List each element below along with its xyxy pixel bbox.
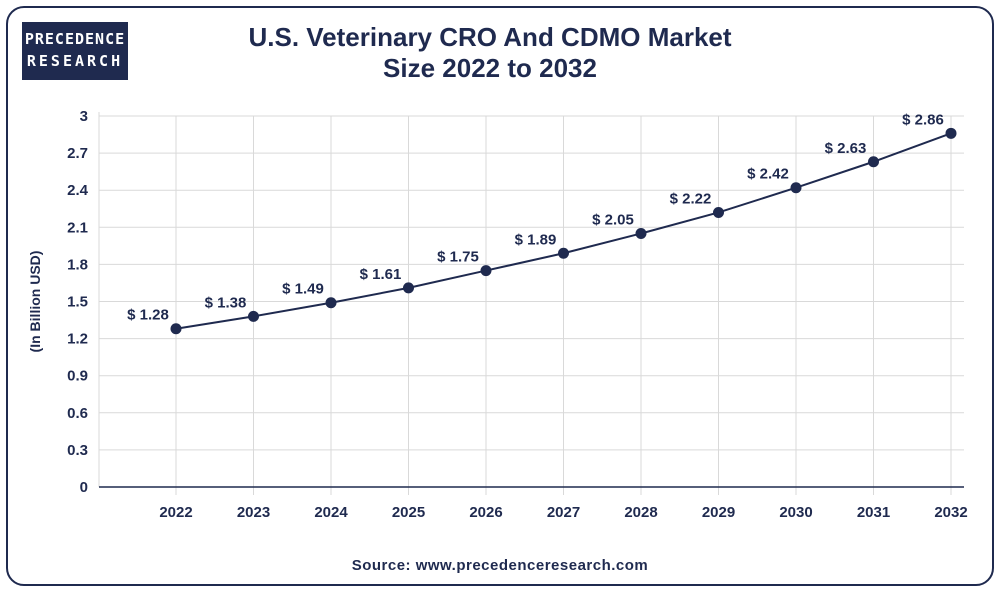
y-tick-label: 0.9 — [67, 368, 88, 385]
axis-layer: 0 0.3 0.6 0.9 1.2 1.5 1.8 2.1 2.4 2.7 3 2022 2023 202… — [27, 108, 968, 521]
x-tick-label: 2032 — [934, 504, 967, 521]
data-point — [248, 310, 259, 322]
source-note: Source: www.precedenceresearch.com — [351, 557, 649, 574]
data-label: $ 1.61 — [360, 266, 402, 283]
data-point — [480, 265, 492, 277]
data-label: $ 2.86 — [902, 111, 944, 128]
data-label: $ 2.42 — [747, 166, 789, 183]
series-layer — [170, 127, 957, 335]
x-tick-label: 2029 — [702, 504, 735, 521]
x-tick-label: 2022 — [159, 504, 192, 521]
chart-frame: PRECEDENCE RESEARCH — [6, 6, 994, 586]
y-axis-title: (In Billion USD) — [27, 251, 43, 353]
data-label: $ 1.38 — [205, 294, 247, 311]
label-layer: $ 1.28 $ 1.38 $ 1.49 $ 1.61 $ 1.75 $ 1.89 $ 2.… — [127, 111, 944, 323]
x-tick-label: 2025 — [392, 504, 425, 521]
chart-title: U.S. Veterinary CRO And CDMO Market Size… — [180, 22, 800, 84]
y-tick-label: 2.4 — [67, 182, 89, 199]
data-label: $ 2.63 — [825, 140, 867, 157]
data-point — [170, 323, 182, 335]
data-label: $ 2.05 — [592, 211, 634, 228]
precedence-research-logo: PRECEDENCE RESEARCH — [22, 22, 128, 80]
y-tick-label: 1.5 — [67, 294, 88, 311]
data-label: $ 1.89 — [515, 231, 557, 248]
chart-title-line-1: U.S. Veterinary CRO And CDMO Market — [248, 22, 732, 52]
logo-line-1: PRECEDENCE — [24, 30, 126, 48]
data-label: $ 1.75 — [437, 249, 479, 266]
y-tick-label: 1.8 — [67, 256, 88, 273]
x-tick-label: 2028 — [624, 504, 657, 521]
y-tick-label: 2.7 — [67, 145, 88, 162]
data-point — [325, 297, 337, 309]
data-point — [558, 247, 569, 259]
x-tick-label: 2023 — [237, 504, 270, 521]
x-tick-label: 2027 — [547, 504, 580, 521]
chart-title-line-2: Size 2022 to 2032 — [383, 53, 597, 83]
grid-layer — [99, 115, 964, 495]
x-tick-label: 2031 — [857, 504, 890, 521]
data-point — [635, 227, 647, 239]
y-tick-label: 3 — [80, 108, 88, 125]
data-point — [403, 282, 414, 294]
logo-line-2: RESEARCH — [26, 52, 124, 70]
data-label: $ 1.28 — [127, 307, 169, 324]
y-tick-label: 1.2 — [67, 331, 88, 348]
y-tick-label: 0 — [80, 479, 88, 496]
y-tick-label: 2.1 — [67, 219, 88, 236]
data-point — [945, 127, 957, 139]
y-tick-label: 0.3 — [67, 442, 88, 459]
data-point — [868, 156, 879, 168]
data-point — [790, 182, 802, 194]
x-tick-label: 2026 — [469, 504, 502, 521]
data-label: $ 1.49 — [282, 281, 324, 298]
data-point — [713, 206, 724, 218]
data-label: $ 2.22 — [670, 190, 712, 207]
x-tick-label: 2024 — [314, 504, 348, 521]
x-tick-label: 2030 — [779, 504, 812, 521]
y-tick-label: 0.6 — [67, 405, 88, 422]
